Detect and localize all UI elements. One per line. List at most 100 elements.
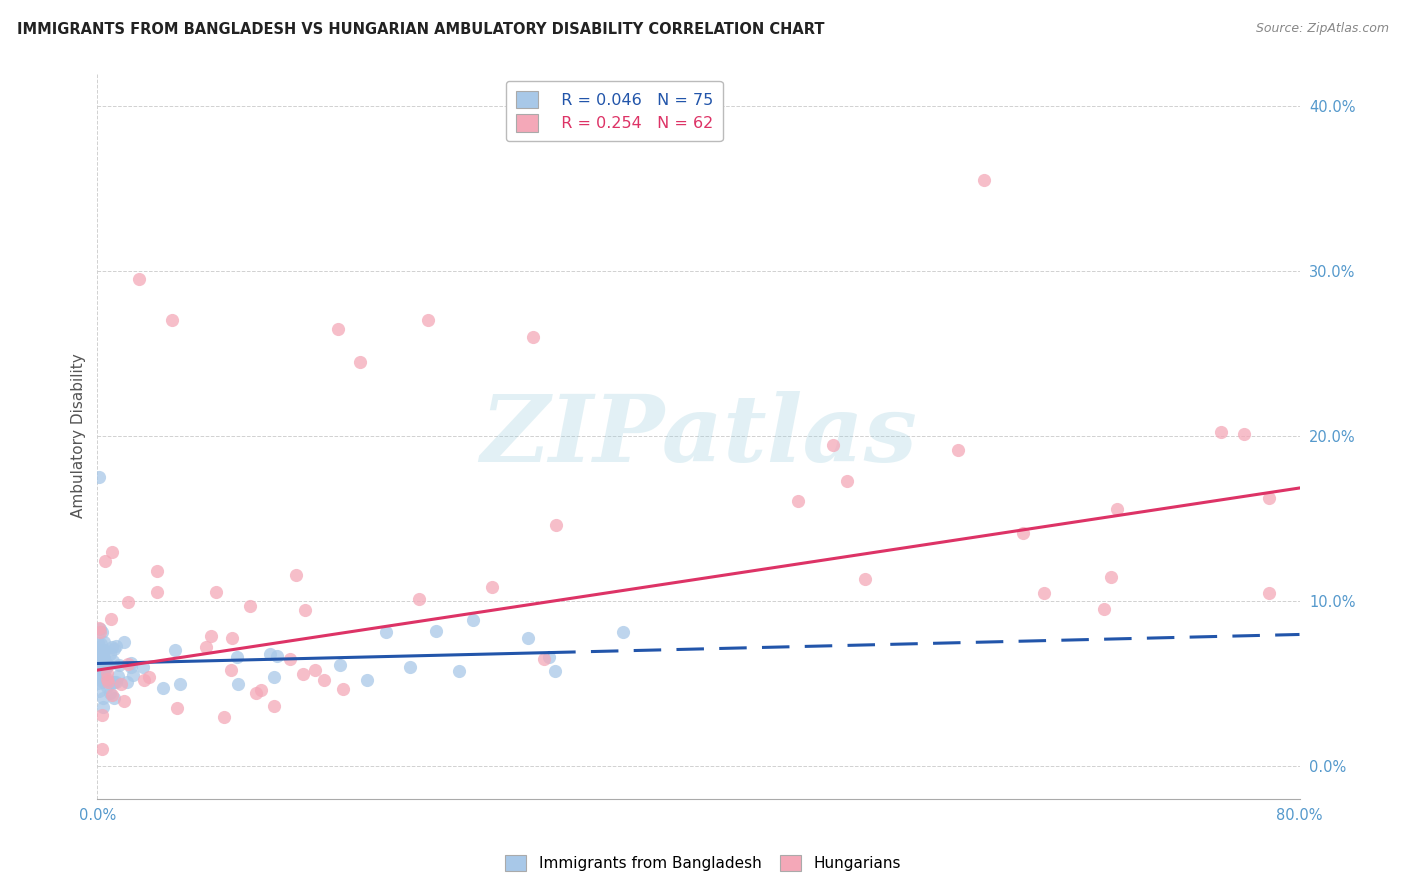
Point [89, 643, 111, 657]
Point [93, 650, 115, 665]
Point [89, 624, 111, 639]
Point [517, 631, 540, 645]
Point [294, 603, 316, 617]
Text: Source: ZipAtlas.com: Source: ZipAtlas.com [1256, 22, 1389, 36]
Legend: Immigrants from Bangladesh, Hungarians: Immigrants from Bangladesh, Hungarians [499, 849, 907, 877]
Point [87, 683, 110, 698]
Point [146, 584, 169, 599]
Point [91, 742, 114, 756]
Point [90, 647, 112, 661]
Legend:   R = 0.046   N = 75,   R = 0.254   N = 62: R = 0.046 N = 75, R = 0.254 N = 62 [506, 81, 723, 141]
Point [821, 438, 844, 452]
Point [1105, 501, 1128, 516]
Point [204, 584, 226, 599]
Point [449, 665, 471, 679]
Point [1092, 602, 1115, 616]
Point [90, 672, 112, 686]
Point [90, 625, 112, 640]
Point [162, 313, 184, 327]
Point [87, 658, 110, 673]
Point [93, 635, 115, 649]
Point [87, 636, 110, 650]
Point [195, 640, 218, 655]
Point [101, 654, 124, 668]
Point [787, 493, 810, 508]
Point [91, 708, 114, 723]
Point [533, 652, 555, 666]
Point [1099, 570, 1122, 584]
Point [87, 621, 110, 635]
Point [138, 670, 160, 684]
Point [132, 659, 155, 673]
Point [97, 657, 120, 672]
Point [87, 671, 110, 685]
Point [128, 272, 150, 286]
Point [408, 591, 430, 606]
Y-axis label: Ambulatory Disability: Ambulatory Disability [72, 353, 86, 518]
Point [425, 624, 447, 639]
Point [285, 568, 308, 582]
Point [263, 670, 285, 684]
Point [399, 660, 422, 674]
Point [1209, 425, 1232, 439]
Point [103, 642, 125, 657]
Point [87, 655, 110, 669]
Point [612, 625, 634, 640]
Point [91, 644, 114, 658]
Point [87, 676, 110, 690]
Point [121, 668, 143, 682]
Point [90, 637, 112, 651]
Point [91, 662, 114, 676]
Point [96, 673, 118, 687]
Point [356, 673, 378, 688]
Point [481, 580, 503, 594]
Point [107, 668, 129, 682]
Point [117, 675, 139, 690]
Point [98, 686, 121, 700]
Point [96, 657, 118, 671]
Point [96, 680, 118, 694]
Point [120, 656, 142, 670]
Point [104, 675, 127, 690]
Point [1258, 491, 1281, 505]
Point [326, 321, 349, 335]
Point [291, 667, 314, 681]
Point [973, 173, 995, 187]
Point [948, 442, 970, 457]
Point [221, 631, 243, 645]
Point [101, 675, 124, 690]
Point [89, 652, 111, 666]
Point [1012, 526, 1035, 541]
Point [93, 652, 115, 666]
Point [163, 643, 186, 657]
Point [219, 663, 242, 677]
Point [239, 599, 262, 614]
Point [89, 665, 111, 679]
Point [835, 475, 858, 489]
Point [93, 643, 115, 657]
Point [94, 554, 117, 568]
Point [90, 643, 112, 657]
Point [91, 675, 114, 690]
Point [1258, 585, 1281, 599]
Point [103, 691, 125, 706]
Point [416, 313, 439, 327]
Point [117, 657, 139, 671]
Point [169, 676, 191, 690]
Point [855, 572, 877, 586]
Point [226, 649, 249, 664]
Point [89, 623, 111, 637]
Point [349, 354, 371, 368]
Point [100, 612, 122, 626]
Point [87, 652, 110, 666]
Point [304, 663, 326, 677]
Point [93, 669, 115, 683]
Point [90, 659, 112, 673]
Point [103, 674, 125, 689]
Point [374, 625, 396, 640]
Point [93, 673, 115, 688]
Point [108, 657, 131, 672]
Point [96, 665, 118, 680]
Point [146, 564, 169, 578]
Point [101, 688, 124, 702]
